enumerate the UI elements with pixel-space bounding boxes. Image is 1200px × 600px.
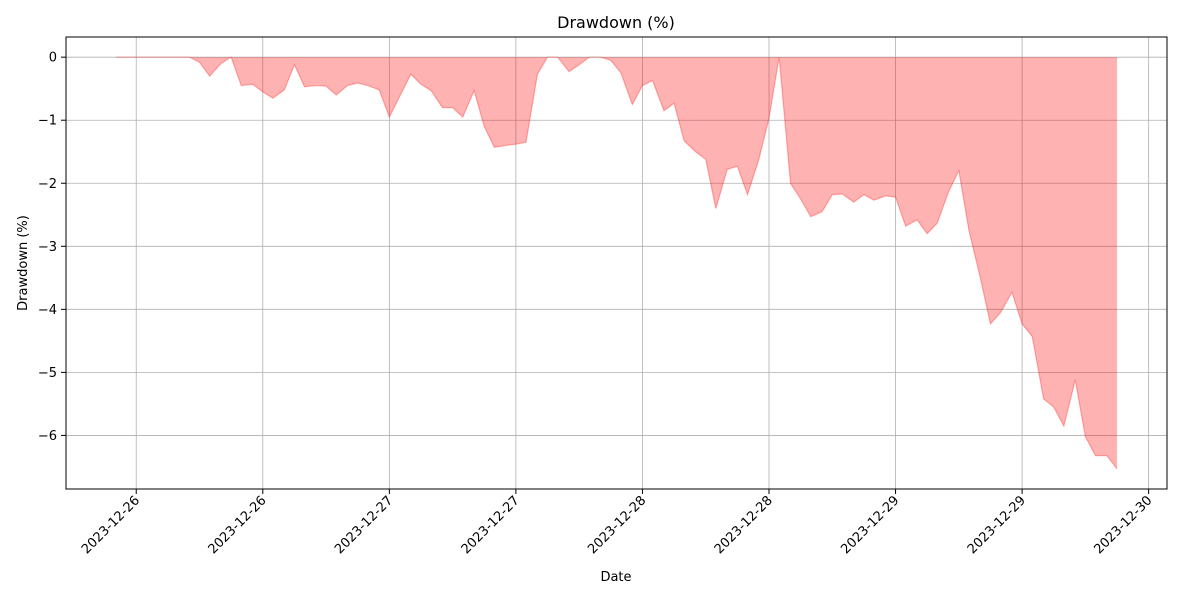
x-tick-label: 2023-12-29 [838, 493, 902, 557]
x-tick-label: 2023-12-30 [1091, 493, 1155, 557]
drawdown-area [115, 57, 1118, 469]
grid-lines [66, 37, 1167, 489]
y-tick-label: −4 [38, 303, 57, 318]
x-tick-label: 2023-12-27 [332, 493, 396, 557]
y-axis-ticks: 0 −1 −2 −3 −4 −5 −6 [38, 51, 66, 444]
x-tick-label: 2023-12-28 [712, 493, 776, 557]
y-tick-label: −6 [38, 429, 57, 444]
y-tick-label: 0 [49, 51, 57, 66]
y-tick-label: −5 [38, 366, 57, 381]
drawdown-line [115, 56, 1118, 470]
x-axis-ticks: 2023-12-26 2023-12-26 2023-12-27 2023-12-27… [79, 489, 1155, 557]
x-tick-label: 2023-12-26 [79, 493, 143, 557]
x-axis-title: Date [600, 570, 631, 585]
x-tick-label: 2023-12-29 [965, 493, 1029, 557]
x-tick-label: 2023-12-26 [206, 493, 270, 557]
chart-title: Drawdown (%) [557, 13, 675, 32]
y-tick-label: −3 [38, 240, 57, 255]
plot-frame [65, 36, 1168, 490]
x-tick-label: 2023-12-27 [459, 493, 523, 557]
y-tick-label: −2 [38, 177, 57, 192]
x-tick-label: 2023-12-28 [585, 493, 649, 557]
y-tick-label: −1 [38, 114, 57, 129]
y-axis-title: Drawdown (%) [16, 215, 31, 311]
